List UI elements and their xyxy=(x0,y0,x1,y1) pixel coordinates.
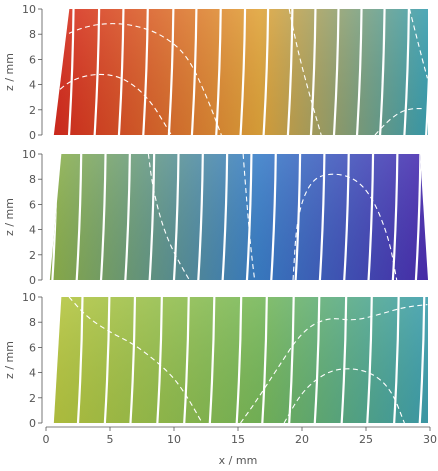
field-shading xyxy=(53,297,429,423)
x-tick-label: 0 xyxy=(43,433,50,446)
solid-contour-line xyxy=(340,297,348,423)
dashed-contour-line xyxy=(61,23,222,135)
y-tick-label: 4 xyxy=(29,367,36,380)
y-axis-label: z / mm xyxy=(3,198,16,236)
solid-contour-line xyxy=(156,297,163,423)
dashed-contour-line xyxy=(53,73,172,135)
solid-contour-line xyxy=(148,154,156,280)
solid-contour-line xyxy=(332,9,340,135)
solid-contour-line xyxy=(261,297,268,423)
y-axis-label: z / mm xyxy=(3,53,16,91)
y-tick-label: 2 xyxy=(29,392,36,405)
solid-contour-line xyxy=(270,154,277,280)
dashed-contour-line xyxy=(374,107,424,135)
solid-contour-line xyxy=(313,297,321,423)
solid-contour-line xyxy=(393,297,400,423)
x-tick-label: 15 xyxy=(231,433,245,446)
solid-contour-line xyxy=(67,9,75,135)
dashed-contour-line xyxy=(68,297,203,423)
dashed-contour-line xyxy=(240,304,428,423)
y-tick-label: 10 xyxy=(22,3,36,16)
dashed-contour-line xyxy=(147,154,190,280)
solid-contour-line xyxy=(235,297,243,423)
y-tick-label: 2 xyxy=(29,104,36,117)
solid-contour-line xyxy=(425,9,429,135)
y-tick-label: 4 xyxy=(29,79,36,92)
solid-contour-line xyxy=(142,9,149,135)
y-tick-label: 8 xyxy=(29,28,36,41)
x-tick-label: 25 xyxy=(359,433,373,446)
field-shading xyxy=(49,154,429,280)
dashed-contour-line xyxy=(288,9,322,135)
solid-contour-line xyxy=(288,297,295,423)
panel-2: 0 2 4 6 8 10 z / mm xyxy=(3,148,429,287)
solid-contour-line xyxy=(366,297,373,423)
y-tick-label: 4 xyxy=(29,224,36,237)
y-tick-label: 8 xyxy=(29,316,36,329)
y-tick-label: 6 xyxy=(29,53,36,66)
solid-contour-line xyxy=(403,9,410,135)
panel-1: 0 2 4 6 8 10 z / mm xyxy=(3,3,429,142)
solid-contour-line xyxy=(367,154,375,280)
solid-contour-line xyxy=(262,9,270,135)
y-tick-label: 6 xyxy=(29,198,36,211)
solid-contour-line xyxy=(103,297,111,423)
solid-contour-line xyxy=(239,9,247,135)
y-tick-label: 0 xyxy=(29,274,36,287)
y-axis-label: z / mm xyxy=(3,341,16,379)
solid-contour-line xyxy=(414,154,422,280)
solid-contour-line xyxy=(93,9,101,135)
solid-contour-line xyxy=(309,9,317,135)
solid-contour-line xyxy=(197,154,204,280)
solid-contour-line xyxy=(99,154,107,280)
contour-group xyxy=(53,9,429,135)
x-axis-label: x / mm xyxy=(219,454,258,467)
solid-contour-line xyxy=(208,297,216,423)
solid-contour-line xyxy=(318,154,326,280)
y-tick-label: 10 xyxy=(22,291,36,304)
solid-contour-line xyxy=(286,9,294,135)
y-tick-label: 6 xyxy=(29,341,36,354)
y-tick-label: 2 xyxy=(29,249,36,262)
dashed-contour-line xyxy=(283,368,405,423)
x-tick-label: 30 xyxy=(423,433,437,446)
solid-contour-line xyxy=(53,297,57,423)
x-tick-label: 10 xyxy=(167,433,181,446)
x-axis: x / mm xyxy=(219,454,258,467)
solid-contour-line xyxy=(378,9,386,135)
solid-contour-line xyxy=(221,154,229,280)
y-tick-label: 0 xyxy=(29,417,36,430)
contour-group xyxy=(51,154,422,280)
y-tick-label: 10 xyxy=(22,148,36,161)
x-tick-label: 20 xyxy=(295,433,309,446)
solid-contour-line xyxy=(75,154,83,280)
solid-contour-line xyxy=(418,297,426,423)
solid-contour-line xyxy=(167,9,175,135)
solid-contour-line xyxy=(129,297,137,423)
solid-contour-line xyxy=(117,9,125,135)
solid-contour-line xyxy=(343,154,350,280)
dashed-contour-line xyxy=(408,9,428,79)
solid-contour-line xyxy=(245,154,253,280)
solid-contour-line xyxy=(172,154,180,280)
y-tick-label: 8 xyxy=(29,173,36,186)
solid-contour-line xyxy=(215,9,222,135)
solid-contour-line xyxy=(391,154,399,280)
dashed-contour-line xyxy=(292,173,398,280)
y-tick-label: 0 xyxy=(29,129,36,142)
solid-contour-line xyxy=(124,154,131,280)
dashed-contour-line xyxy=(242,154,256,280)
x-tick-label: 5 xyxy=(107,433,114,446)
panel-3: 0 2 4 6 8 10 z / mm 0 5 10 15 20 25 30 xyxy=(3,291,437,446)
solid-contour-line xyxy=(183,297,190,423)
solid-contour-line xyxy=(355,9,363,135)
